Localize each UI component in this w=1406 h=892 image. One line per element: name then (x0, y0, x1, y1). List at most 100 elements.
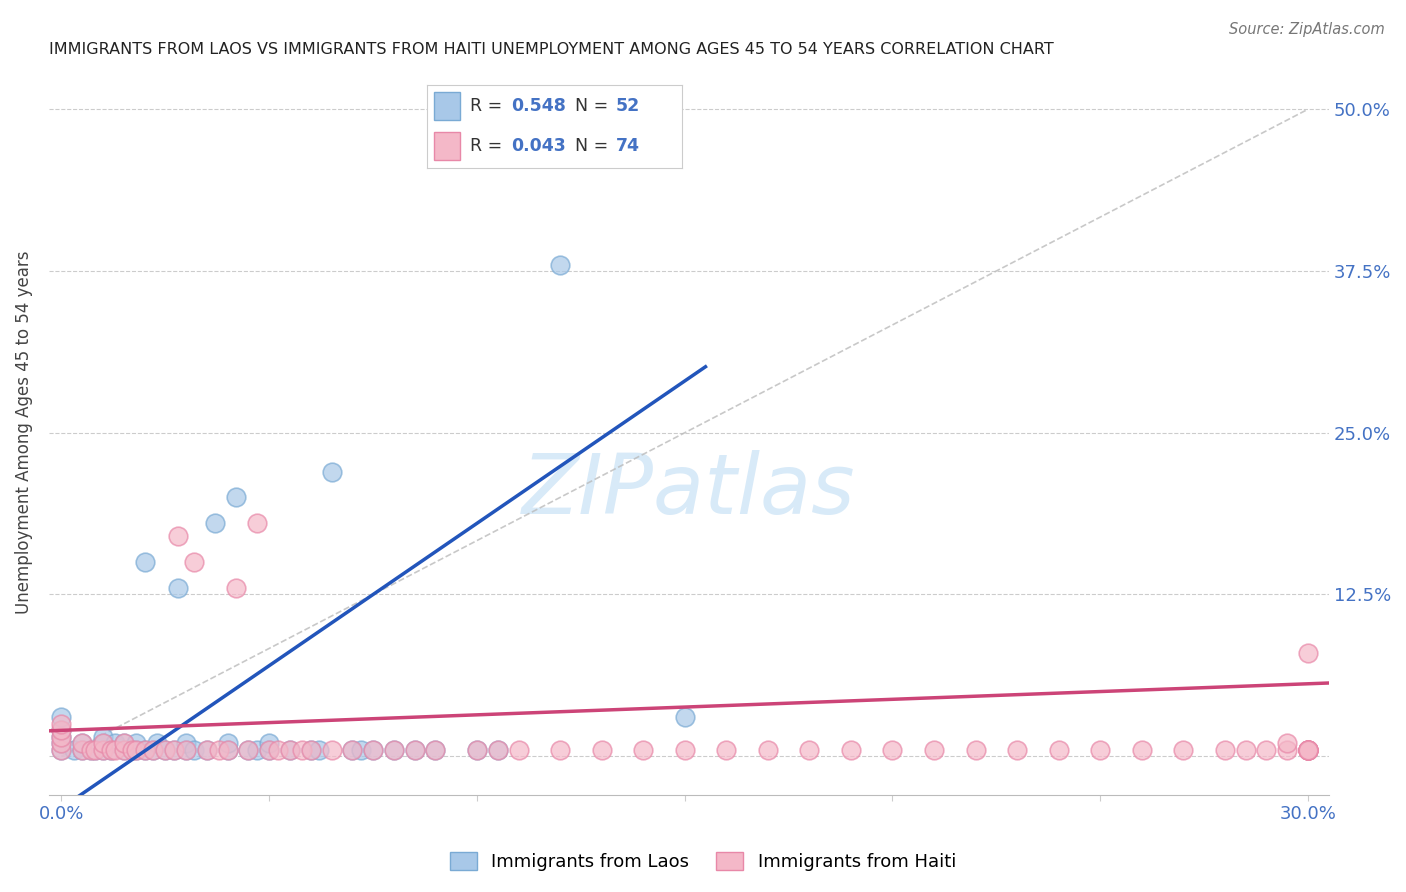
Point (1173, 743, 1195, 757)
Text: Source: ZipAtlas.com: Source: ZipAtlas.com (1229, 22, 1385, 37)
Point (299, 743, 322, 757)
Point (125, 743, 148, 757)
Point (342, 743, 364, 757)
Point (183, 555, 205, 569)
Y-axis label: Unemployment Among Ages 45 to 54 years: Unemployment Among Ages 45 to 54 years (15, 251, 32, 615)
Point (63, 743, 86, 757)
Point (91, 736, 114, 750)
Point (291, 743, 314, 757)
Point (217, 743, 239, 757)
Point (51, 736, 73, 750)
Point (1296, 743, 1319, 757)
Point (548, 258, 571, 272)
Point (162, 743, 184, 757)
Point (922, 743, 945, 757)
Point (225, 491, 247, 505)
Point (246, 743, 269, 757)
Point (716, 743, 738, 757)
Point (100, 743, 122, 757)
Point (70, 736, 93, 750)
Point (125, 743, 148, 757)
Point (425, 743, 447, 757)
Point (204, 516, 226, 531)
Point (83, 743, 105, 757)
Point (51, 743, 73, 757)
Point (155, 743, 177, 757)
Point (104, 736, 127, 750)
Point (51, 730, 73, 744)
Point (83, 743, 105, 757)
Point (162, 743, 184, 757)
Point (51, 723, 73, 738)
Point (465, 743, 488, 757)
Point (100, 743, 122, 757)
Point (174, 743, 197, 757)
Point (1005, 743, 1028, 757)
Point (155, 743, 177, 757)
Point (1256, 743, 1278, 757)
Point (1296, 743, 1319, 757)
Point (361, 743, 384, 757)
Point (112, 743, 135, 757)
Point (195, 743, 218, 757)
Point (404, 743, 426, 757)
Point (308, 743, 330, 757)
Point (1296, 646, 1319, 660)
Point (257, 736, 280, 750)
Point (112, 743, 135, 757)
Point (51, 736, 73, 750)
Point (631, 743, 654, 757)
Point (1277, 736, 1299, 750)
Point (91, 743, 114, 757)
Point (486, 743, 509, 757)
Point (266, 743, 288, 757)
Point (51, 743, 73, 757)
Point (174, 743, 197, 757)
Point (121, 743, 143, 757)
Point (238, 743, 260, 757)
Point (465, 743, 488, 757)
Point (166, 581, 188, 595)
Point (238, 743, 260, 757)
Point (508, 743, 530, 757)
Point (166, 529, 188, 543)
Point (217, 743, 239, 757)
Point (246, 516, 269, 531)
Point (404, 743, 426, 757)
Point (91, 736, 114, 750)
Point (1213, 743, 1236, 757)
Point (134, 743, 156, 757)
Point (342, 743, 364, 757)
Point (51, 730, 73, 744)
Point (1277, 743, 1299, 757)
Point (51, 723, 73, 738)
Point (425, 743, 447, 757)
Point (134, 555, 156, 569)
Point (112, 736, 135, 750)
Point (673, 743, 696, 757)
Point (299, 743, 322, 757)
Point (1296, 743, 1319, 757)
Point (112, 736, 135, 750)
Point (146, 736, 169, 750)
Point (51, 710, 73, 724)
Point (142, 743, 165, 757)
Point (1234, 743, 1257, 757)
Point (673, 710, 696, 724)
Point (257, 743, 280, 757)
Legend: Immigrants from Laos, Immigrants from Haiti: Immigrants from Laos, Immigrants from Ha… (443, 845, 963, 879)
Point (183, 743, 205, 757)
Point (882, 743, 904, 757)
Point (91, 730, 114, 744)
Point (321, 743, 343, 757)
Point (79, 743, 101, 757)
Point (1090, 743, 1112, 757)
Point (79, 743, 101, 757)
Point (217, 736, 239, 750)
Point (174, 736, 197, 750)
Point (1130, 743, 1153, 757)
Point (195, 743, 218, 757)
Point (70, 743, 93, 757)
Point (70, 743, 93, 757)
Point (1296, 743, 1319, 757)
